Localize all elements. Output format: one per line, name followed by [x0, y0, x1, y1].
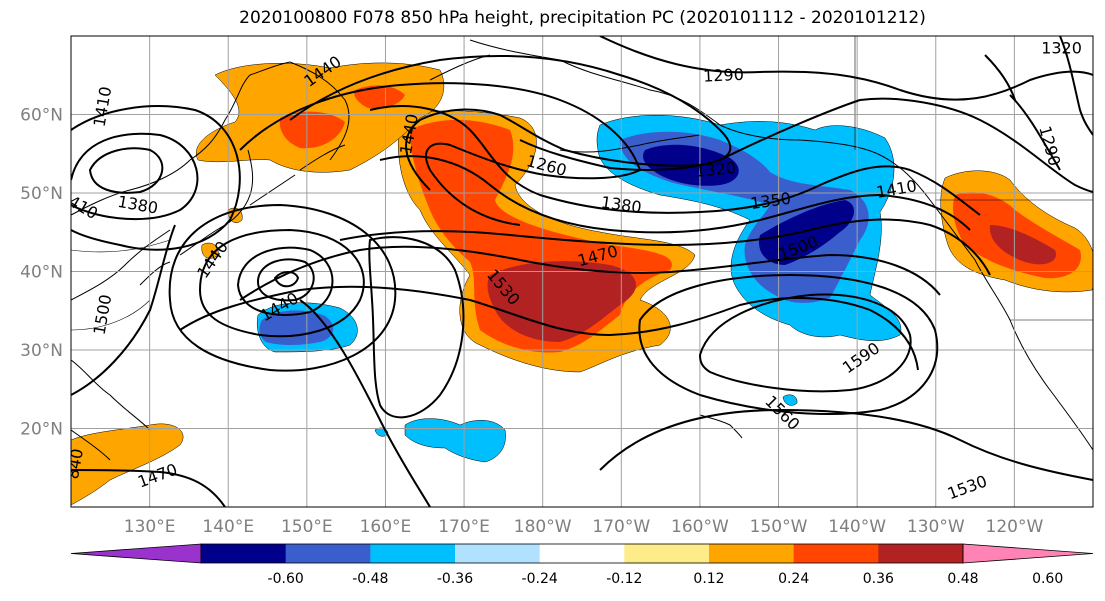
contour-closed-south — [368, 236, 465, 419]
lon-tick-label: 140°W — [828, 517, 886, 537]
colorbar-tick-label: 0.48 — [947, 571, 978, 587]
contour-label: 1320 — [1041, 38, 1082, 57]
map-frame — [70, 35, 1094, 508]
lon-tick-label: 120°W — [986, 517, 1044, 537]
contour-1470-low — [168, 203, 397, 372]
colorbar-extend-low — [70, 543, 202, 564]
lat-tick-label: 60°N — [20, 106, 63, 126]
lon-tick-label: 170°W — [592, 517, 650, 537]
contour-east-3 — [984, 54, 1016, 101]
colorbar: -0.60 -0.48 -0.36 -0.24 -0.12 0.12 0.24 0.36 0.4… — [70, 543, 1094, 587]
contour-label-group: 1320 — [1041, 38, 1082, 57]
positive-anomaly-north-red — [279, 111, 345, 149]
colorbar-swatch — [539, 544, 625, 563]
contour-label-group: 840 — [63, 447, 87, 480]
contour-label-group: 1320 — [695, 158, 737, 180]
contour-label: 1320 — [695, 158, 737, 180]
lat-tick-label: 50°N — [20, 184, 63, 204]
border-asia — [71, 239, 171, 331]
colorbar-swatch — [793, 544, 879, 563]
colorbar-tick-label: 0.24 — [778, 571, 809, 587]
lon-tick-label: 160°W — [671, 517, 729, 537]
contour-1410 — [379, 155, 971, 234]
negative-anomaly-navy-east — [759, 200, 855, 265]
coast-kamchatka — [289, 61, 350, 161]
contour-1470-sw — [71, 469, 226, 507]
lon-tick-label: 140°E — [202, 517, 254, 537]
lon-tick-label: 160°E — [360, 517, 412, 537]
coast-hawaii — [699, 414, 743, 439]
colorbar-tick-label: 0.60 — [1032, 571, 1063, 587]
lat-tick-label: 30°N — [20, 341, 63, 361]
colorbar-swatch — [285, 544, 371, 563]
contour-1290 — [599, 36, 1093, 101]
positive-anomaly-east-darkred — [989, 225, 1056, 265]
contour-1410-west — [71, 105, 241, 251]
contour-1440 — [198, 228, 365, 338]
colorbar-swatch — [455, 544, 541, 563]
gridlines — [71, 36, 1093, 507]
contour-1500-sw — [71, 224, 176, 396]
longitude-tick-labels: 130°E 140°E 150°E 160°E 170°E 180°W 170°W 160°W… — [124, 517, 1044, 537]
lon-tick-label: 130°W — [907, 517, 965, 537]
contour-label: 1290 — [703, 65, 745, 86]
positive-anomaly-okhotsk-red — [354, 85, 405, 109]
colorbar-tick-label: -0.36 — [437, 571, 473, 587]
colorbar-extend-high — [962, 543, 1094, 564]
positive-anomaly-south-orange — [71, 423, 184, 506]
coast-aleutians — [559, 134, 701, 153]
colorbar-tick-label: -0.48 — [352, 571, 388, 587]
colorbar-swatch — [624, 544, 710, 563]
contour-low-japan-1 — [273, 271, 300, 288]
colorbar-swatch — [201, 544, 287, 563]
height-contours — [71, 36, 1093, 507]
map-title: 2020100800 F078 850 hPa height, precipit… — [239, 8, 926, 28]
precipitation-shading — [71, 62, 1093, 506]
contour-east-1 — [1059, 36, 1093, 136]
contour-1260 — [519, 97, 1093, 193]
contour-low-japan-2 — [256, 258, 315, 302]
lon-tick-label: 180°W — [514, 517, 572, 537]
colorbar-tick-label: -0.24 — [522, 571, 558, 587]
colorbar-swatch — [370, 544, 456, 563]
contour-1380 — [369, 105, 981, 216]
contour-east-2 — [1009, 94, 1061, 171]
lon-tick-label: 170°E — [438, 517, 490, 537]
lon-tick-label: 150°E — [281, 517, 333, 537]
contour-1560 — [638, 273, 939, 416]
lon-tick-label: 130°E — [124, 517, 176, 537]
colorbar-tick-label: 0.12 — [693, 571, 724, 587]
contour-label: 840 — [63, 447, 87, 480]
negative-anomaly-dot-2 — [782, 394, 798, 406]
lat-tick-label: 40°N — [20, 263, 63, 283]
contour-1590 — [698, 293, 912, 393]
coast-alaska — [559, 59, 931, 201]
positive-anomaly-japan-orange — [201, 242, 219, 259]
colorbar-swatch — [709, 544, 795, 563]
contour-trough-2 — [239, 82, 642, 226]
contour-1530 — [179, 285, 919, 371]
contour-1470 — [339, 218, 991, 276]
colorbar-swatch — [878, 544, 964, 563]
contour-low-japan-3 — [236, 246, 334, 316]
latitude-tick-labels: 20°N 30°N 40°N 50°N 60°N — [20, 106, 63, 440]
contour-1380-west — [71, 132, 199, 220]
positive-anomaly-darkred — [487, 261, 637, 342]
contour-label-group: 1290 — [703, 65, 745, 86]
contour-trough-1 — [289, 54, 732, 191]
coast-kurils — [249, 144, 346, 206]
colorbar-tick-label: -0.60 — [268, 571, 304, 587]
lon-tick-label: 150°W — [750, 517, 808, 537]
coast-china-south — [71, 359, 151, 461]
contour-1530-south — [599, 408, 1093, 481]
colorbar-tick-label: 0.36 — [863, 571, 894, 587]
colorbar-tick-label: -0.12 — [606, 571, 642, 587]
colorbar-frame — [200, 543, 964, 564]
lat-tick-label: 20°N — [20, 420, 63, 440]
contour-1530-sw — [299, 299, 431, 507]
contour-low-nw — [88, 147, 164, 194]
negative-anomaly-hawaii-lightblue — [404, 418, 506, 463]
